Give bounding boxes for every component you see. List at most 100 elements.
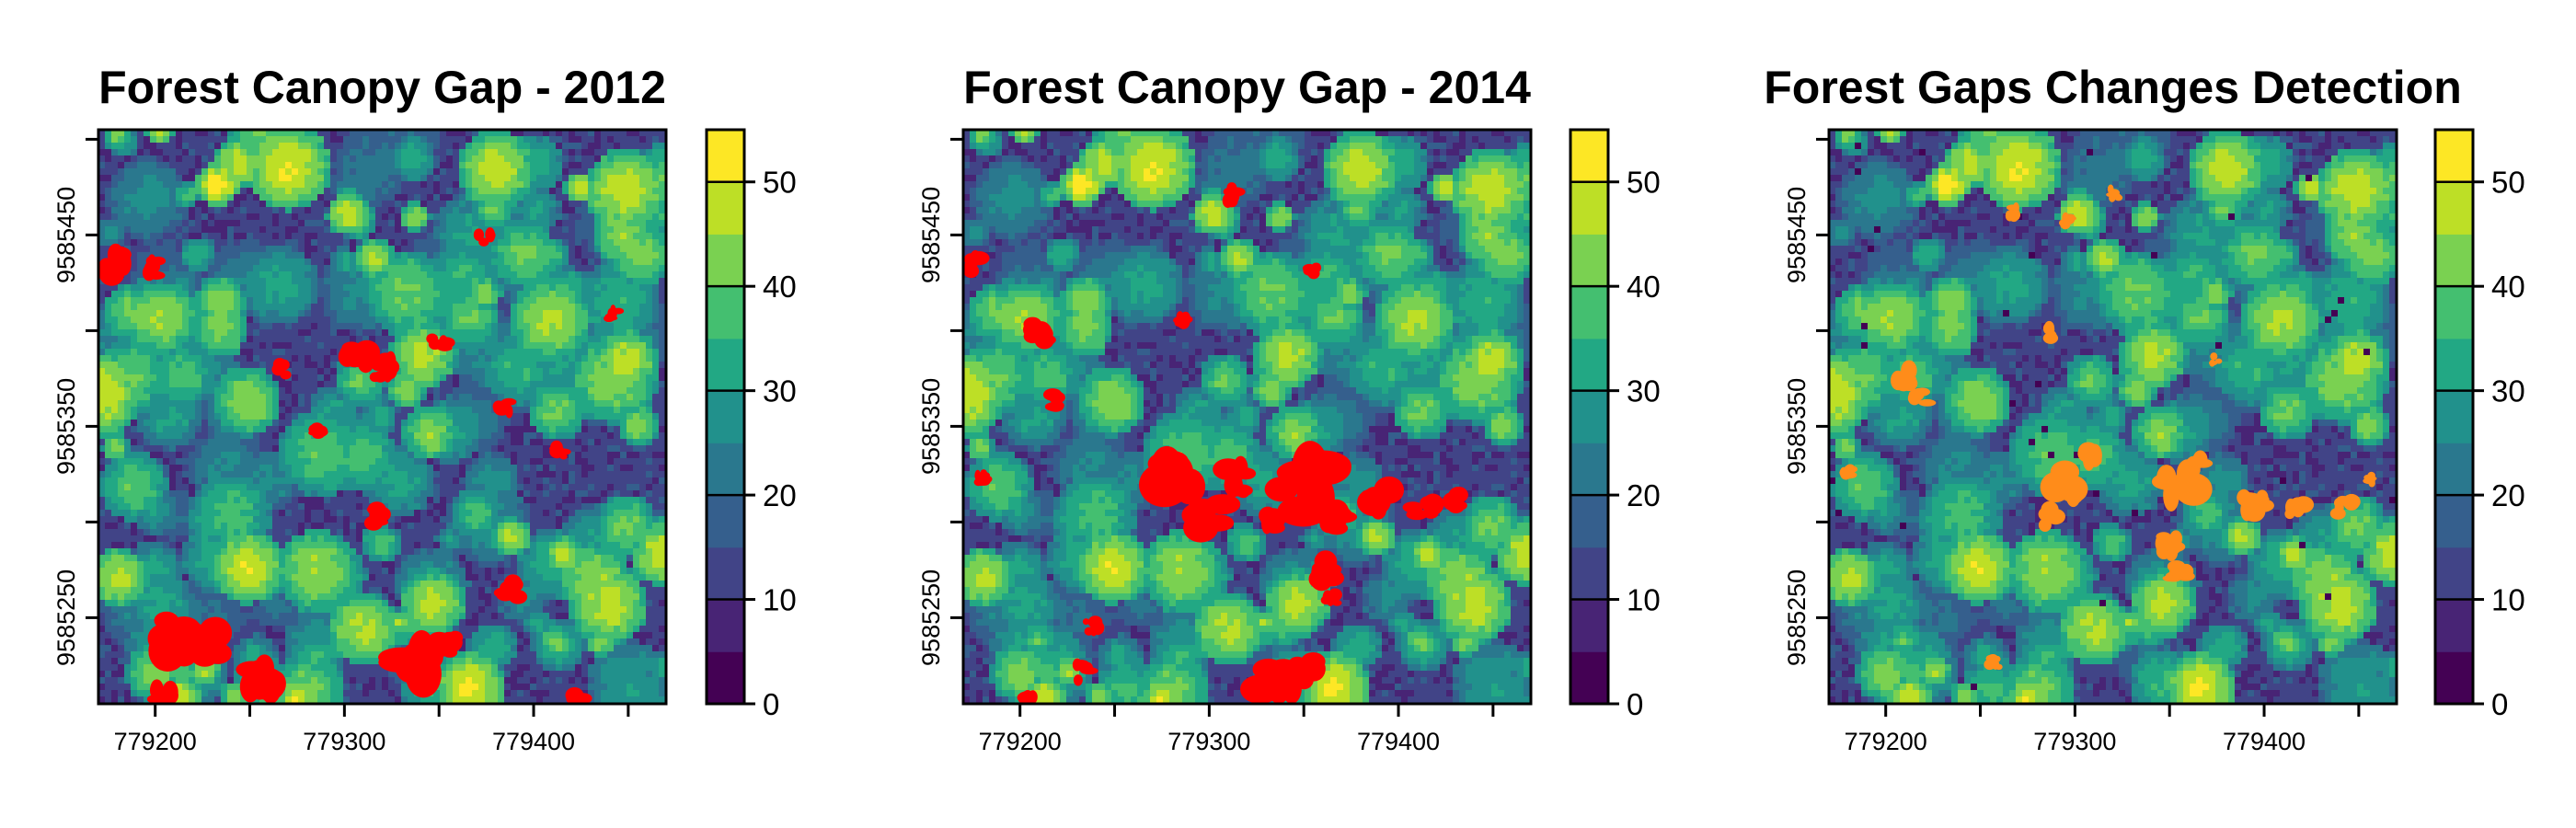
raster-cell [182, 284, 190, 292]
raster-cell [279, 188, 286, 195]
raster-cell [549, 265, 557, 272]
raster-cell [214, 329, 222, 337]
raster-cell [543, 362, 550, 369]
raster-cell [337, 304, 344, 311]
raster-cell [388, 213, 396, 221]
raster-cell [446, 381, 454, 388]
raster-cell [156, 426, 164, 433]
raster-cell [659, 477, 666, 485]
raster-cell [395, 136, 402, 144]
raster-cell [105, 149, 112, 156]
raster-cell [549, 349, 557, 356]
raster-cell [466, 226, 473, 234]
raster-cell [659, 181, 666, 189]
raster-cell [633, 329, 640, 337]
raster-cell [150, 136, 157, 144]
raster-cell [517, 465, 524, 472]
raster-cell [272, 394, 280, 401]
raster-cell [395, 213, 402, 221]
raster-cell [440, 297, 447, 305]
raster-cell [485, 477, 492, 485]
raster-cell [266, 207, 273, 214]
raster-cell [124, 201, 132, 208]
raster-cell [588, 323, 595, 330]
raster-cell [491, 155, 499, 163]
raster-cell [337, 162, 344, 169]
raster-cell [575, 188, 582, 195]
raster-cell [652, 168, 660, 176]
raster-cell [491, 136, 499, 144]
raster-cell [472, 452, 479, 459]
raster-cell [298, 323, 305, 330]
raster-cell [124, 374, 132, 382]
raster-cell [105, 323, 112, 330]
raster-cell [272, 297, 280, 305]
raster-cell [375, 400, 383, 408]
raster-cell [504, 265, 512, 272]
raster-cell [652, 265, 660, 272]
raster-cell [279, 484, 286, 491]
raster-cell [356, 458, 363, 466]
raster-cell [408, 181, 415, 189]
raster-cell [382, 207, 389, 214]
raster-cell [169, 368, 177, 375]
raster-cell [517, 387, 524, 395]
raster-cell [472, 246, 479, 253]
raster-cell [536, 452, 544, 459]
raster-cell [633, 136, 640, 144]
raster-cell [620, 155, 627, 163]
raster-cell [292, 149, 299, 156]
raster-cell [375, 226, 383, 234]
raster-cell [523, 471, 531, 478]
raster-cell [201, 349, 209, 356]
raster-cell [620, 471, 627, 478]
raster-cell [401, 162, 408, 169]
raster-cell [247, 201, 254, 208]
raster-cell [118, 394, 125, 401]
raster-cell [382, 471, 389, 478]
raster-cell [639, 284, 647, 292]
raster-cell [601, 207, 608, 214]
raster-cell [189, 471, 196, 478]
raster-cell [388, 342, 396, 350]
raster-cell [163, 246, 170, 253]
raster-cell [182, 194, 190, 201]
raster-cell [163, 278, 170, 285]
raster-cell [453, 407, 460, 414]
raster-cell [627, 445, 634, 453]
raster-cell [581, 400, 589, 408]
raster-cell [504, 291, 512, 298]
raster-cell [472, 387, 479, 395]
raster-cell [498, 239, 505, 247]
raster-cell [163, 162, 170, 169]
raster-cell [240, 259, 247, 266]
raster-cell [311, 336, 318, 343]
raster-cell [285, 291, 293, 298]
raster-cell [337, 233, 344, 240]
raster-cell [543, 246, 550, 253]
raster-cell [317, 323, 325, 330]
raster-cell [330, 445, 338, 453]
raster-cell [221, 155, 228, 163]
raster-cell [375, 304, 383, 311]
raster-cell [607, 246, 615, 253]
raster-cell [247, 336, 254, 343]
raster-cell [317, 304, 325, 311]
raster-cell [395, 432, 402, 440]
raster-cell [575, 220, 582, 227]
raster-cell [195, 458, 202, 466]
raster-cell [234, 452, 241, 459]
raster-cell [627, 394, 634, 401]
raster-cell [569, 310, 576, 317]
raster-cell [543, 394, 550, 401]
raster-cell [182, 175, 190, 182]
raster-cell [382, 252, 389, 259]
raster-cell [247, 259, 254, 266]
raster-cell [472, 342, 479, 350]
raster-cell [221, 207, 228, 214]
raster-cell [511, 381, 518, 388]
raster-cell [420, 213, 428, 221]
raster-cell [330, 149, 338, 156]
raster-cell [221, 484, 228, 491]
raster-cell [227, 400, 235, 408]
